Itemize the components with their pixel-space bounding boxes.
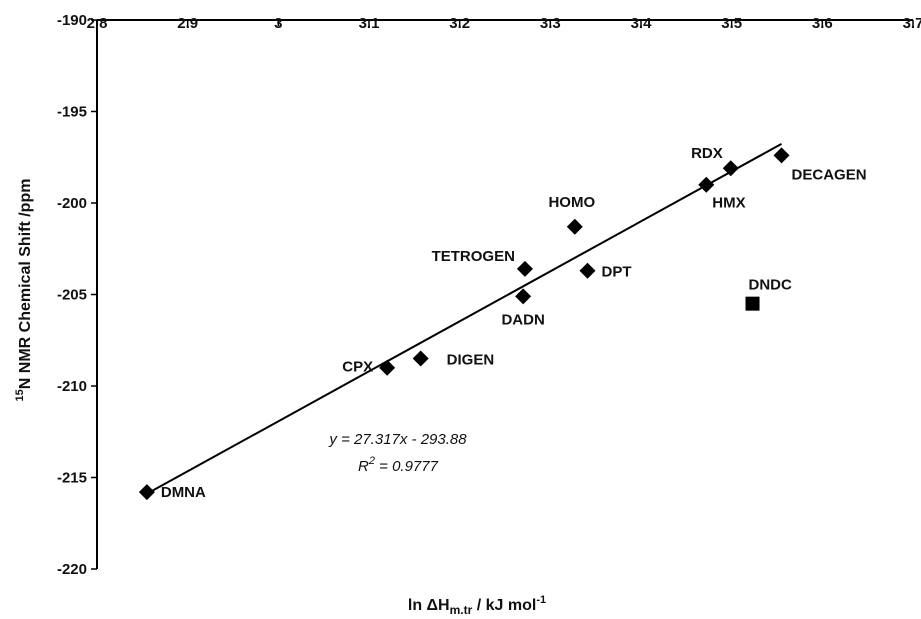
y-axis-ticks: -190 -195 -200 -205 -210 -215 -220 — [57, 12, 97, 578]
point-label: HMX — [712, 195, 745, 212]
x-tick-label: 3.5 — [721, 15, 742, 32]
x-tick-label: 3.2 — [449, 15, 470, 32]
data-point-diamond — [516, 260, 533, 277]
data-point-diamond — [773, 147, 790, 164]
x-tick-label: 2.9 — [177, 15, 198, 32]
data-point-diamond — [412, 350, 429, 367]
point-label: DPT — [602, 264, 632, 281]
x-tick-label: 3.6 — [812, 15, 833, 32]
y-tick-label: -190 — [57, 12, 87, 29]
x-axis-title: ln ΔHm.tr / kJ mol-1 — [408, 594, 546, 617]
y-tick-label: -210 — [57, 378, 87, 395]
data-point-diamond — [138, 484, 155, 501]
trendline-equation: y = 27.317x - 293.88 — [328, 431, 467, 448]
point-label: TETROGEN — [432, 248, 515, 265]
x-tick-label: 3.4 — [631, 15, 653, 32]
data-point-diamond — [698, 176, 715, 193]
plot-frame — [96, 19, 913, 569]
r-squared-label: R2 = 0.9777 — [358, 455, 439, 475]
y-tick-label: -220 — [57, 561, 87, 578]
data-point-diamond — [579, 262, 596, 279]
point-label: RDX — [691, 145, 723, 162]
x-tick-label: 3 — [274, 15, 282, 32]
y-tick-label: -205 — [57, 287, 87, 304]
y-tick-label: -215 — [57, 470, 87, 487]
x-tick-label: 2.8 — [87, 15, 108, 32]
data-points — [138, 147, 790, 501]
data-point-diamond — [515, 288, 532, 305]
point-label: DIGEN — [447, 352, 495, 369]
point-label: HOMO — [548, 194, 595, 211]
data-point-diamond — [722, 160, 739, 177]
point-label: CPX — [342, 359, 373, 376]
data-point-diamond — [566, 218, 583, 235]
point-label: DMNA — [161, 484, 206, 501]
point-label: DADN — [501, 311, 544, 328]
point-label: DECAGEN — [792, 166, 867, 183]
x-tick-label: 3.1 — [359, 15, 380, 32]
y-axis-title: 15N NMR Chemical Shift /ppm — [14, 179, 34, 402]
data-point-square — [745, 296, 760, 311]
y-tick-label: -195 — [57, 104, 87, 121]
trendline — [146, 142, 783, 495]
x-tick-label: 3.7 — [903, 15, 921, 32]
point-label: DNDC — [749, 277, 792, 294]
y-tick-label: -200 — [57, 195, 87, 212]
trendline-group — [146, 142, 783, 495]
point-labels: DMNA CPX DIGEN TETROGEN DADN HOMO DPT HMX RDX DEC… — [161, 145, 867, 501]
x-tick-label: 3.3 — [540, 15, 561, 32]
data-point-diamond — [379, 359, 396, 376]
x-axis-ticks: 2.8 2.9 3 3.1 3.2 3.3 3.4 3.5 3.6 3.7 — [87, 15, 921, 32]
